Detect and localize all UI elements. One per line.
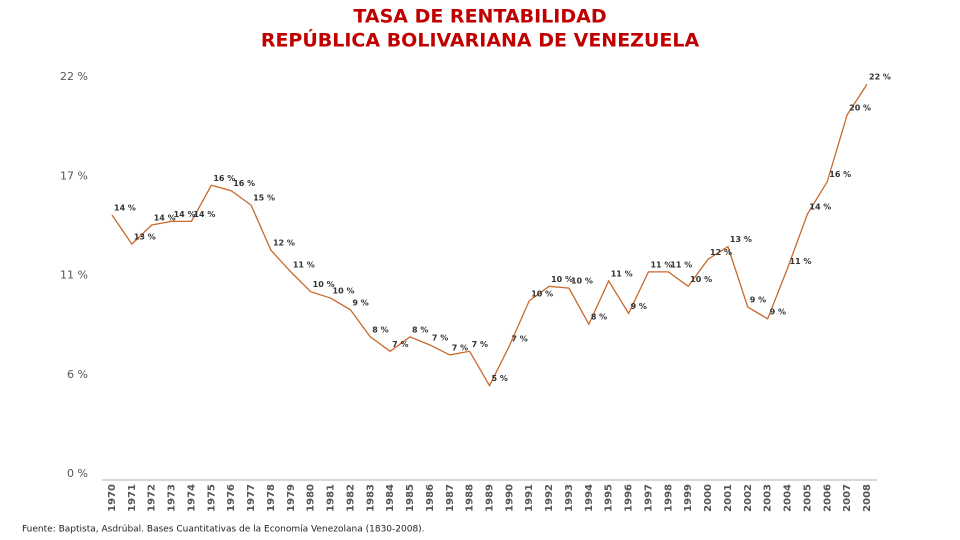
data-label: 11 % xyxy=(650,260,672,269)
chart-title: TASA DE RENTABILIDAD xyxy=(353,6,606,28)
data-label: 10 % xyxy=(333,287,355,296)
x-tick-label: 1970 xyxy=(107,484,118,512)
x-tick-label: 1988 xyxy=(465,484,476,512)
data-label: 16 % xyxy=(829,170,851,179)
x-tick-label: 1973 xyxy=(167,484,178,512)
x-tick-label: 1989 xyxy=(485,484,496,512)
data-label: 12 % xyxy=(273,239,295,248)
data-label: 8 % xyxy=(591,313,607,322)
data-label: 11 % xyxy=(293,260,315,269)
data-label: 9 % xyxy=(750,296,766,305)
x-tick-label: 1978 xyxy=(266,484,277,512)
data-label: 9 % xyxy=(631,302,647,311)
x-tick-label: 1971 xyxy=(127,484,138,512)
x-tick-label: 1985 xyxy=(405,484,416,512)
data-label: 7 % xyxy=(472,340,488,349)
data-label: 10 % xyxy=(571,277,593,286)
x-tick-label: 1993 xyxy=(564,484,575,512)
data-label: 7 % xyxy=(392,340,408,349)
data-label: 14 % xyxy=(174,210,196,219)
y-tick-label: 6 % xyxy=(67,368,88,381)
data-label: 14 % xyxy=(154,213,176,222)
data-label: 14 % xyxy=(193,210,215,219)
x-tick-label: 2008 xyxy=(862,484,873,512)
data-label: 11 % xyxy=(611,269,633,278)
x-tick-label: 2001 xyxy=(723,484,734,512)
data-label: 12 % xyxy=(710,248,732,257)
data-label: 8 % xyxy=(372,325,388,334)
data-label: 9 % xyxy=(352,298,368,307)
data-label: 16 % xyxy=(213,174,235,183)
x-tick-label: 2006 xyxy=(822,484,833,512)
y-tick-label: 11 % xyxy=(60,269,88,282)
data-label: 10 % xyxy=(551,275,573,284)
data-label: 9 % xyxy=(770,307,786,316)
x-tick-label: 2003 xyxy=(763,484,774,512)
y-tick-label: 0 % xyxy=(67,467,88,480)
x-tick-label: 1990 xyxy=(504,484,515,512)
data-label: 10 % xyxy=(690,275,712,284)
data-label: 7 % xyxy=(452,343,468,352)
x-tick-label: 1980 xyxy=(306,484,317,512)
data-label: 10 % xyxy=(313,280,335,289)
data-label: 14 % xyxy=(809,203,831,212)
data-label: 14 % xyxy=(114,204,136,213)
data-label: 11 % xyxy=(670,260,692,269)
x-tick-label: 1992 xyxy=(544,484,555,512)
line xyxy=(111,83,868,387)
data-label: 5 % xyxy=(492,374,508,383)
x-tick-label: 1976 xyxy=(226,484,237,512)
x-tick-label: 1983 xyxy=(365,484,376,512)
x-tick-label: 1998 xyxy=(663,484,674,512)
x-tick-label: 1995 xyxy=(604,484,615,512)
data-label: 13 % xyxy=(730,235,752,244)
x-tick-label: 2002 xyxy=(743,484,754,512)
data-label: 20 % xyxy=(849,103,871,112)
x-tick-label: 2004 xyxy=(783,484,794,512)
x-tick-label: 2000 xyxy=(703,484,714,512)
x-tick-label: 1975 xyxy=(206,484,217,512)
data-label: 8 % xyxy=(412,325,428,334)
data-label: 11 % xyxy=(790,257,812,266)
y-tick-label: 22 % xyxy=(60,70,88,83)
source-note: Fuente: Baptista, Asdrúbal. Bases Cuanti… xyxy=(22,525,425,535)
data-label: 15 % xyxy=(253,194,275,203)
x-tick-label: 1996 xyxy=(624,484,635,512)
x-tick-label: 1972 xyxy=(147,484,158,512)
x-tick-label: 1974 xyxy=(186,484,197,512)
data-label: 7 % xyxy=(432,333,448,342)
data-label: 22 % xyxy=(869,73,891,82)
x-tick-label: 1984 xyxy=(385,484,396,512)
x-tick-label: 1999 xyxy=(683,484,694,512)
x-tick-label: 1979 xyxy=(286,484,297,512)
x-tick-label: 1987 xyxy=(445,484,456,512)
y-tick-label: 17 % xyxy=(60,169,88,182)
x-tick-label: 1994 xyxy=(584,484,595,512)
data-label: 13 % xyxy=(134,233,156,242)
x-tick-label: 1991 xyxy=(524,484,535,512)
data-label: 16 % xyxy=(233,179,255,188)
x-tick-label: 1981 xyxy=(326,484,337,512)
x-tick-label: 1982 xyxy=(345,484,356,512)
x-tick-label: 2005 xyxy=(802,484,813,512)
data-label: 10 % xyxy=(531,289,553,298)
x-tick-label: 1977 xyxy=(246,484,257,512)
x-tick-label: 2007 xyxy=(842,484,853,512)
data-label: 7 % xyxy=(511,334,527,343)
x-tick-label: 1997 xyxy=(643,484,654,512)
chart-title: REPÚBLICA BOLIVARIANA DE VENEZUELA xyxy=(261,28,700,52)
x-tick-label: 1986 xyxy=(425,484,436,512)
